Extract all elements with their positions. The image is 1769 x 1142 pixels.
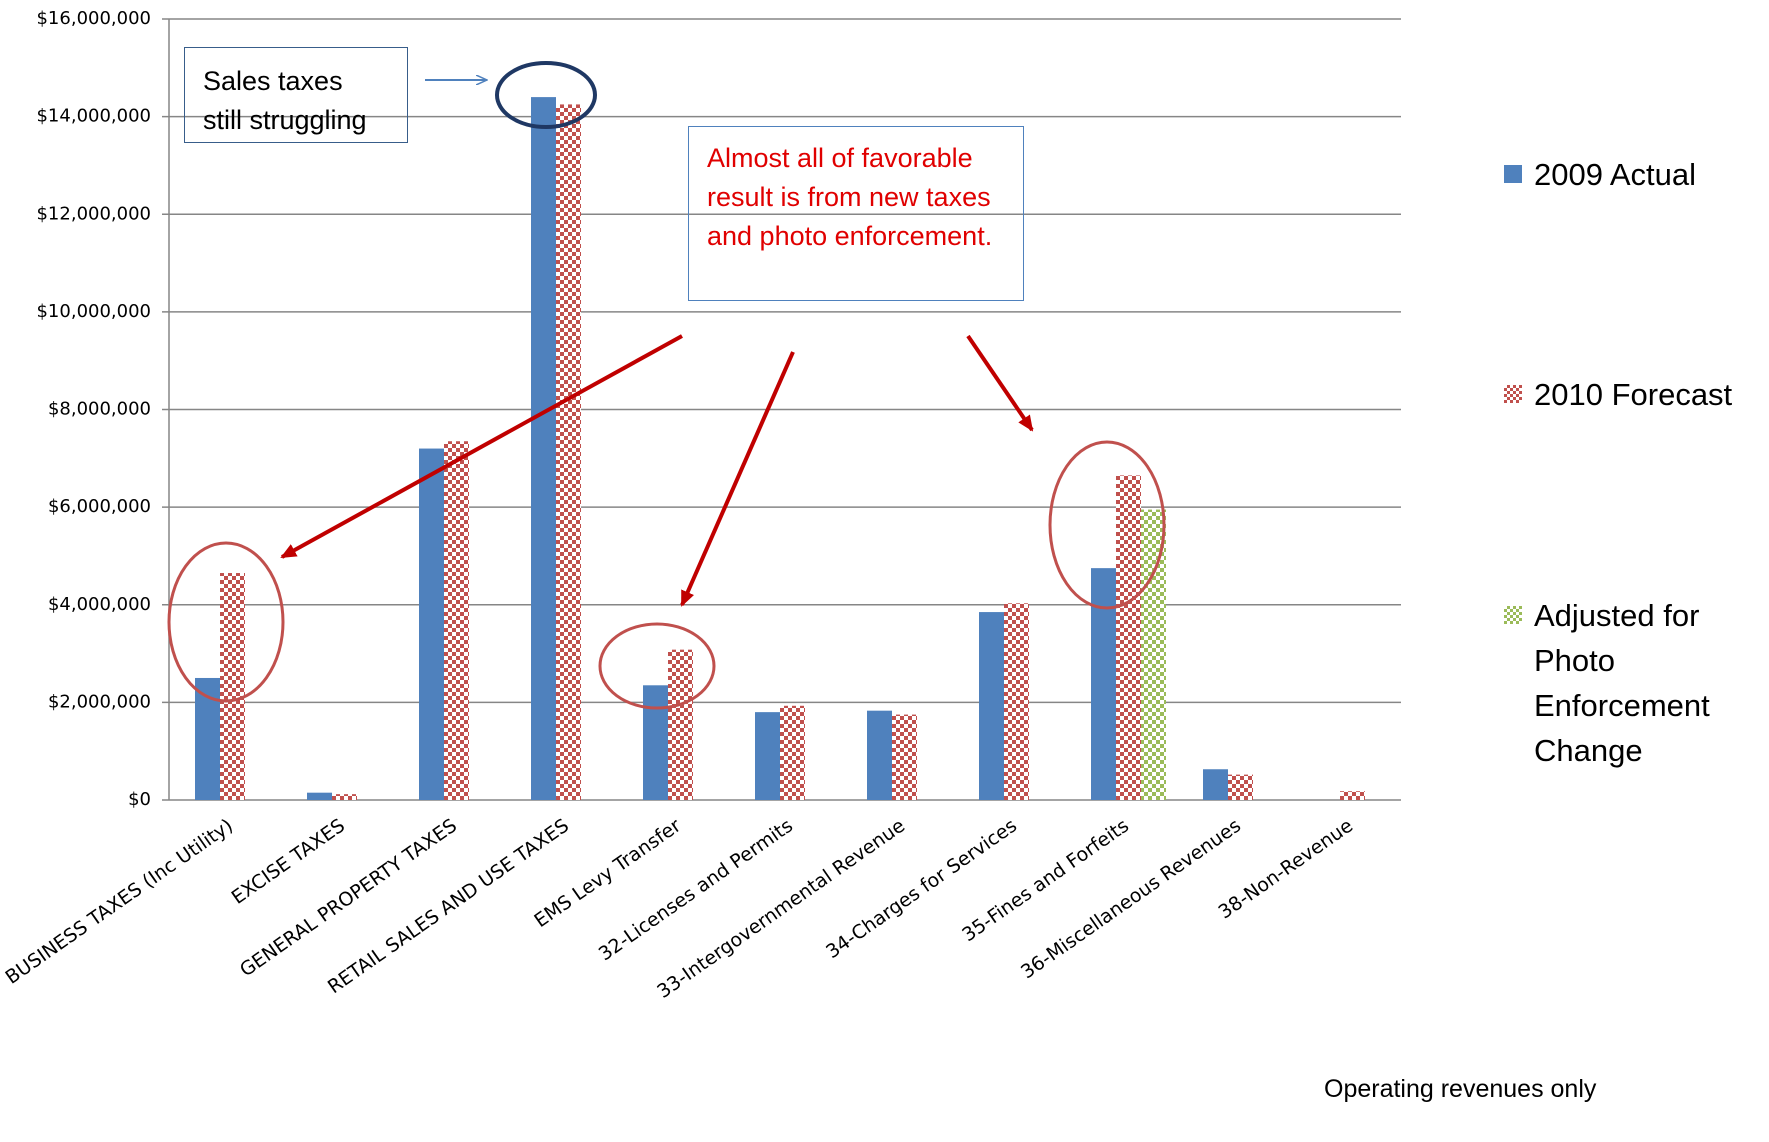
- bar: [1116, 475, 1141, 800]
- note: Operating revenues only: [1324, 1075, 1597, 1103]
- circle: [167, 541, 285, 703]
- x-tick-label: RETAIL SALES AND USE TAXES: [324, 815, 573, 999]
- y-tick-label: $14,000,000: [36, 106, 151, 127]
- x-tick-label: 32-Licenses and Permits: [595, 815, 797, 966]
- bar: [419, 448, 444, 800]
- x-tick-label: BUSINESS TAXES (Inc Utility): [2, 815, 237, 989]
- annotation: Sales taxes still struggling: [184, 47, 408, 143]
- bar: [668, 649, 693, 800]
- legend-item: 2010 Forecast: [1504, 372, 1764, 417]
- bar: [307, 792, 332, 800]
- legend-item: Adjusted for Photo Enforcement Change: [1504, 593, 1764, 773]
- bar: [332, 794, 357, 800]
- legend-label: Adjusted for Photo Enforcement Change: [1534, 598, 1710, 768]
- y-tick-label: $12,000,000: [36, 203, 151, 224]
- y-tick-label: $8,000,000: [48, 399, 151, 420]
- x-tick-label: EXCISE TAXES: [228, 815, 349, 909]
- bar: [556, 104, 581, 800]
- y-tick-label: $10,000,000: [36, 301, 151, 322]
- y-tick-label: $6,000,000: [48, 496, 151, 517]
- bar: [444, 441, 469, 800]
- bar: [1141, 509, 1166, 800]
- bar: [531, 97, 556, 801]
- arrow: [680, 351, 795, 607]
- bar: [643, 685, 668, 800]
- y-tick-label: $16,000,000: [36, 8, 151, 29]
- circle: [598, 622, 716, 710]
- bar: [780, 705, 805, 800]
- legend-label: 2010 Forecast: [1534, 377, 1733, 412]
- bar: [1203, 769, 1228, 800]
- legend-label: 2009 Actual: [1534, 157, 1697, 192]
- legend-swatch: [1504, 165, 1522, 183]
- legend-swatch: [1504, 606, 1522, 624]
- bar: [1228, 774, 1253, 800]
- legend-swatch: [1504, 385, 1522, 403]
- bar: [755, 712, 780, 800]
- bar: [1004, 603, 1029, 800]
- circle: [1048, 440, 1166, 610]
- legend-item: 2009 Actual: [1504, 152, 1764, 197]
- bar: [220, 573, 245, 800]
- x-tick-label: 34-Charges for Services: [822, 815, 1021, 963]
- bar: [867, 710, 892, 800]
- bar: [1340, 791, 1365, 800]
- y-tick-label: $2,000,000: [48, 691, 151, 712]
- x-tick-label: 36-Miscellaneous Revenues: [1017, 815, 1245, 984]
- y-tick-label: $4,000,000: [48, 594, 151, 615]
- circle: [495, 61, 597, 129]
- bar: [979, 612, 1004, 800]
- x-tick-label: GENERAL PROPERTY TAXES: [236, 815, 461, 982]
- annotation: Almost all of favorable result is from n…: [688, 126, 1024, 301]
- arrow: [966, 334, 1034, 432]
- bar: [892, 714, 917, 800]
- arrow: [280, 334, 683, 559]
- y-tick-label: $0: [128, 789, 151, 810]
- bar: [1091, 568, 1116, 800]
